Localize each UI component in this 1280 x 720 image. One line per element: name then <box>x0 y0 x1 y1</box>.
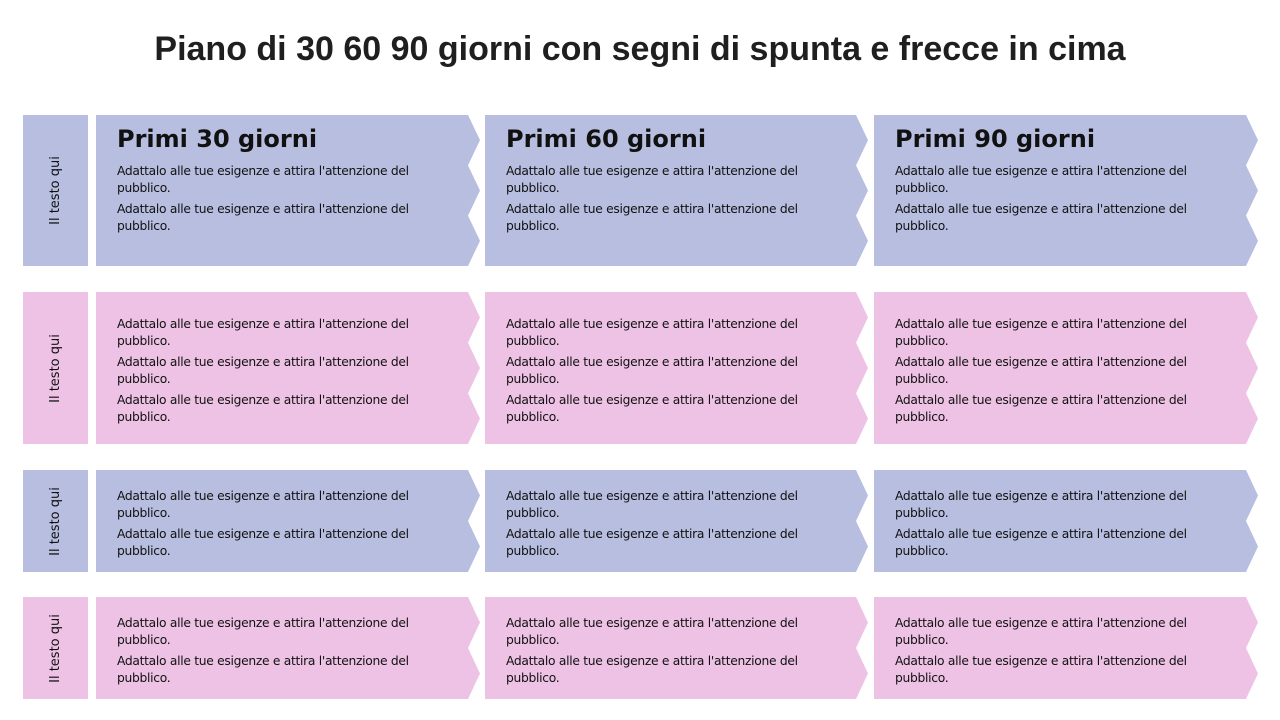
arrow-cell: Primi 30 giorni Adattalo alle tue esigenz… <box>96 115 480 266</box>
column-heading: Primi 90 giorni <box>895 125 1096 153</box>
cell-text: Adattalo alle tue esigenze e attira l'at… <box>117 393 409 424</box>
cell-text: Adattalo alle tue esigenze e attira l'at… <box>506 489 798 520</box>
row-label-text: Il testo qui <box>48 613 64 683</box>
cell-text: Adattalo alle tue esigenze e attira l'at… <box>117 355 409 386</box>
cell-text: Adattalo alle tue esigenze e attira l'at… <box>895 164 1187 195</box>
cell-text: Adattalo alle tue esigenze e attira l'at… <box>506 164 798 195</box>
arrow-cell: Adattalo alle tue esigenze e attira l'at… <box>485 597 868 699</box>
arrow-cell: Primi 90 giorni Adattalo alle tue esigenz… <box>874 115 1258 266</box>
arrow-cell: Adattalo alle tue esigenze e attira l'at… <box>874 597 1258 699</box>
row-label: Il testo qui <box>23 470 88 572</box>
row-label-text: Il testo qui <box>48 486 64 556</box>
arrow-cell: Adattalo alle tue esigenze e attira l'at… <box>874 470 1258 572</box>
cell-text: Adattalo alle tue esigenze e attira l'at… <box>895 393 1187 424</box>
row-label-text: Il testo qui <box>48 156 64 225</box>
cell-text: Adattalo alle tue esigenze e attira l'at… <box>117 164 409 195</box>
column-heading: Primi 60 giorni <box>506 125 707 153</box>
cell-text: Adattalo alle tue esigenze e attira l'at… <box>506 355 798 386</box>
row-label: Il testo qui <box>23 597 88 699</box>
cell-text: Adattalo alle tue esigenze e attira l'at… <box>895 202 1187 233</box>
cell-text: Adattalo alle tue esigenze e attira l'at… <box>506 527 798 558</box>
arrow-cell: Adattalo alle tue esigenze e attira l'at… <box>485 470 868 572</box>
arrow-cell: Adattalo alle tue esigenze e attira l'at… <box>874 292 1258 444</box>
cell-text: Adattalo alle tue esigenze e attira l'at… <box>895 527 1187 558</box>
cell-text: Adattalo alle tue esigenze e attira l'at… <box>506 393 798 424</box>
column-heading: Primi 30 giorni <box>117 125 318 153</box>
cell-text: Adattalo alle tue esigenze e attira l'at… <box>506 317 798 348</box>
cell-text: Adattalo alle tue esigenze e attira l'at… <box>117 527 409 558</box>
cell-text: Adattalo alle tue esigenze e attira l'at… <box>117 616 409 647</box>
cell-text: Adattalo alle tue esigenze e attira l'at… <box>506 202 798 233</box>
arrow-cell: Adattalo alle tue esigenze e attira l'at… <box>96 597 480 699</box>
cell-text: Adattalo alle tue esigenze e attira l'at… <box>895 489 1187 520</box>
cell-text: Adattalo alle tue esigenze e attira l'at… <box>117 317 409 348</box>
cell-text: Adattalo alle tue esigenze e attira l'at… <box>895 654 1187 685</box>
row-label: Il testo qui <box>23 292 88 444</box>
cell-text: Adattalo alle tue esigenze e attira l'at… <box>506 616 798 647</box>
arrow-cell: Adattalo alle tue esigenze e attira l'at… <box>96 292 480 444</box>
cell-text: Adattalo alle tue esigenze e attira l'at… <box>895 317 1187 348</box>
cell-text: Adattalo alle tue esigenze e attira l'at… <box>117 489 409 520</box>
cell-text: Adattalo alle tue esigenze e attira l'at… <box>117 202 409 233</box>
slide-title: Piano di 30 60 90 giorni con segni di sp… <box>154 30 1126 68</box>
row-label: Il testo qui <box>23 115 88 266</box>
arrow-cell: Adattalo alle tue esigenze e attira l'at… <box>485 292 868 444</box>
cell-text: Adattalo alle tue esigenze e attira l'at… <box>117 654 409 685</box>
cell-text: Adattalo alle tue esigenze e attira l'at… <box>506 654 798 685</box>
cell-text: Adattalo alle tue esigenze e attira l'at… <box>895 616 1187 647</box>
arrow-cell: Adattalo alle tue esigenze e attira l'at… <box>96 470 480 572</box>
row-label-text: Il testo qui <box>48 333 64 403</box>
cell-text: Adattalo alle tue esigenze e attira l'at… <box>895 355 1187 386</box>
arrow-cell: Primi 60 giorni Adattalo alle tue esigenz… <box>485 115 868 266</box>
